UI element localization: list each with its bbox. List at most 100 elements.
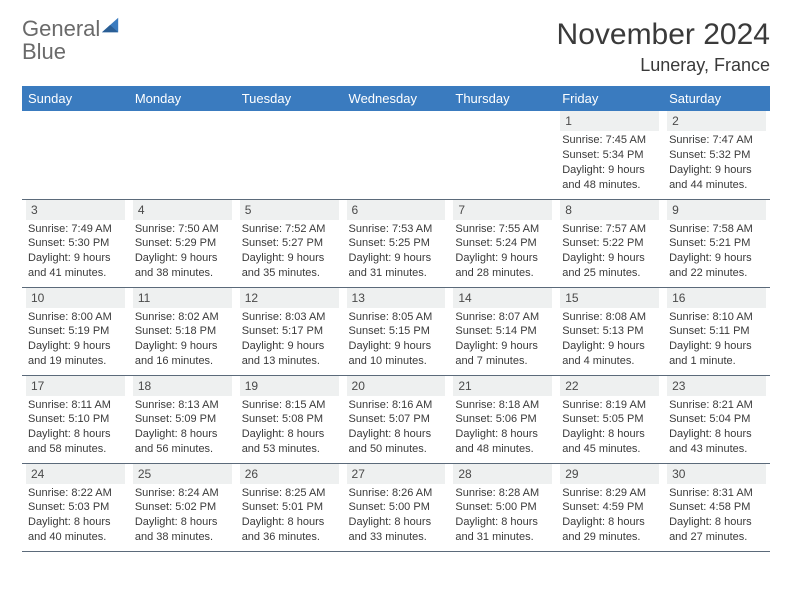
month-title: November 2024 <box>557 18 770 51</box>
daylight-text: Daylight: 8 hours and 45 minutes. <box>562 427 657 457</box>
sunset-text: Sunset: 5:24 PM <box>455 236 550 251</box>
sunset-text: Sunset: 5:15 PM <box>349 324 444 339</box>
day-detail-text: Sunrise: 7:52 AMSunset: 5:27 PMDaylight:… <box>240 222 339 281</box>
day-number: 18 <box>133 376 232 396</box>
day-cell-inner: 8Sunrise: 7:57 AMSunset: 5:22 PMDaylight… <box>556 200 663 285</box>
day-number: 16 <box>667 288 766 308</box>
day-number: 17 <box>26 376 125 396</box>
sunrise-text: Sunrise: 8:11 AM <box>28 398 123 413</box>
daylight-text: Daylight: 9 hours and 7 minutes. <box>455 339 550 369</box>
sunrise-text: Sunrise: 8:08 AM <box>562 310 657 325</box>
day-detail-text: Sunrise: 8:08 AMSunset: 5:13 PMDaylight:… <box>560 310 659 369</box>
calendar-day-cell: 21Sunrise: 8:18 AMSunset: 5:06 PMDayligh… <box>449 375 556 463</box>
weekday-header: Friday <box>556 86 663 111</box>
calendar-day-cell: 19Sunrise: 8:15 AMSunset: 5:08 PMDayligh… <box>236 375 343 463</box>
day-number: 26 <box>240 464 339 484</box>
day-number: 23 <box>667 376 766 396</box>
calendar-week-row: 17Sunrise: 8:11 AMSunset: 5:10 PMDayligh… <box>22 375 770 463</box>
day-cell-inner: 19Sunrise: 8:15 AMSunset: 5:08 PMDayligh… <box>236 376 343 461</box>
day-number: 5 <box>240 200 339 220</box>
sunrise-text: Sunrise: 8:16 AM <box>349 398 444 413</box>
sunrise-text: Sunrise: 8:05 AM <box>349 310 444 325</box>
calendar-day-cell: 22Sunrise: 8:19 AMSunset: 5:05 PMDayligh… <box>556 375 663 463</box>
day-cell-inner <box>129 111 236 137</box>
calendar-day-cell: 5Sunrise: 7:52 AMSunset: 5:27 PMDaylight… <box>236 199 343 287</box>
calendar-day-cell: 4Sunrise: 7:50 AMSunset: 5:29 PMDaylight… <box>129 199 236 287</box>
calendar-day-cell <box>236 111 343 199</box>
sunrise-text: Sunrise: 7:53 AM <box>349 222 444 237</box>
calendar-day-cell: 14Sunrise: 8:07 AMSunset: 5:14 PMDayligh… <box>449 287 556 375</box>
sunrise-text: Sunrise: 8:22 AM <box>28 486 123 501</box>
day-number: 30 <box>667 464 766 484</box>
day-detail-text: Sunrise: 8:07 AMSunset: 5:14 PMDaylight:… <box>453 310 552 369</box>
day-cell-inner <box>343 111 450 137</box>
sunrise-text: Sunrise: 8:24 AM <box>135 486 230 501</box>
sunset-text: Sunset: 5:02 PM <box>135 500 230 515</box>
sunset-text: Sunset: 5:03 PM <box>28 500 123 515</box>
day-detail-text: Sunrise: 8:15 AMSunset: 5:08 PMDaylight:… <box>240 398 339 457</box>
day-cell-inner <box>22 111 129 137</box>
day-cell-inner: 5Sunrise: 7:52 AMSunset: 5:27 PMDaylight… <box>236 200 343 285</box>
day-cell-inner: 15Sunrise: 8:08 AMSunset: 5:13 PMDayligh… <box>556 288 663 373</box>
calendar-day-cell: 6Sunrise: 7:53 AMSunset: 5:25 PMDaylight… <box>343 199 450 287</box>
sunset-text: Sunset: 5:00 PM <box>455 500 550 515</box>
calendar-day-cell: 7Sunrise: 7:55 AMSunset: 5:24 PMDaylight… <box>449 199 556 287</box>
location-label: Luneray, France <box>557 55 770 76</box>
sunset-text: Sunset: 5:30 PM <box>28 236 123 251</box>
day-detail-text: Sunrise: 8:11 AMSunset: 5:10 PMDaylight:… <box>26 398 125 457</box>
daylight-text: Daylight: 9 hours and 25 minutes. <box>562 251 657 281</box>
day-detail-text: Sunrise: 8:29 AMSunset: 4:59 PMDaylight:… <box>560 486 659 545</box>
calendar-week-row: 24Sunrise: 8:22 AMSunset: 5:03 PMDayligh… <box>22 463 770 551</box>
sunset-text: Sunset: 5:05 PM <box>562 412 657 427</box>
day-cell-inner: 20Sunrise: 8:16 AMSunset: 5:07 PMDayligh… <box>343 376 450 461</box>
day-cell-inner: 25Sunrise: 8:24 AMSunset: 5:02 PMDayligh… <box>129 464 236 549</box>
page-header: General Blue November 2024 Luneray, Fran… <box>22 18 770 76</box>
daylight-text: Daylight: 8 hours and 56 minutes. <box>135 427 230 457</box>
day-number <box>26 111 125 131</box>
calendar-day-cell: 24 Sunrise: 8:22 AMSunset: 5:03 PMDayligh… <box>22 463 129 551</box>
day-number: 6 <box>347 200 446 220</box>
sunset-text: Sunset: 5:18 PM <box>135 324 230 339</box>
day-number: 25 <box>133 464 232 484</box>
day-detail-text: Sunrise: 8:13 AMSunset: 5:09 PMDaylight:… <box>133 398 232 457</box>
calendar-week-row: 10Sunrise: 8:00 AMSunset: 5:19 PMDayligh… <box>22 287 770 375</box>
sunset-text: Sunset: 5:21 PM <box>669 236 764 251</box>
day-number: 27 <box>347 464 446 484</box>
sunrise-text: Sunrise: 8:10 AM <box>669 310 764 325</box>
day-number: 12 <box>240 288 339 308</box>
sunrise-text: Sunrise: 7:55 AM <box>455 222 550 237</box>
calendar-day-cell: 20Sunrise: 8:16 AMSunset: 5:07 PMDayligh… <box>343 375 450 463</box>
day-number: 9 <box>667 200 766 220</box>
day-detail-text: Sunrise: 8:16 AMSunset: 5:07 PMDaylight:… <box>347 398 446 457</box>
calendar-day-cell: 26Sunrise: 8:25 AMSunset: 5:01 PMDayligh… <box>236 463 343 551</box>
calendar-page: General Blue November 2024 Luneray, Fran… <box>0 0 792 612</box>
day-number: 10 <box>26 288 125 308</box>
calendar-day-cell: 28Sunrise: 8:28 AMSunset: 5:00 PMDayligh… <box>449 463 556 551</box>
day-number: 24 <box>26 464 125 484</box>
daylight-text: Daylight: 8 hours and 36 minutes. <box>242 515 337 545</box>
daylight-text: Daylight: 8 hours and 43 minutes. <box>669 427 764 457</box>
sunrise-text: Sunrise: 8:31 AM <box>669 486 764 501</box>
sunrise-text: Sunrise: 8:21 AM <box>669 398 764 413</box>
day-detail-text: Sunrise: 8:18 AMSunset: 5:06 PMDaylight:… <box>453 398 552 457</box>
sunrise-text: Sunrise: 8:02 AM <box>135 310 230 325</box>
day-detail-text: Sunrise: 8:03 AMSunset: 5:17 PMDaylight:… <box>240 310 339 369</box>
day-number: 4 <box>133 200 232 220</box>
day-number: 22 <box>560 376 659 396</box>
sunrise-text: Sunrise: 7:50 AM <box>135 222 230 237</box>
sunset-text: Sunset: 5:04 PM <box>669 412 764 427</box>
day-cell-inner: 12Sunrise: 8:03 AMSunset: 5:17 PMDayligh… <box>236 288 343 373</box>
sunrise-text: Sunrise: 7:47 AM <box>669 133 764 148</box>
sunrise-text: Sunrise: 7:49 AM <box>28 222 123 237</box>
calendar-day-cell <box>449 111 556 199</box>
sunset-text: Sunset: 5:22 PM <box>562 236 657 251</box>
sunset-text: Sunset: 5:34 PM <box>562 148 657 163</box>
day-number: 28 <box>453 464 552 484</box>
calendar-day-cell: 29Sunrise: 8:29 AMSunset: 4:59 PMDayligh… <box>556 463 663 551</box>
calendar-day-cell: 9Sunrise: 7:58 AMSunset: 5:21 PMDaylight… <box>663 199 770 287</box>
sunset-text: Sunset: 5:19 PM <box>28 324 123 339</box>
day-number: 7 <box>453 200 552 220</box>
day-number: 21 <box>453 376 552 396</box>
sunset-text: Sunset: 5:17 PM <box>242 324 337 339</box>
daylight-text: Daylight: 8 hours and 40 minutes. <box>28 515 123 545</box>
